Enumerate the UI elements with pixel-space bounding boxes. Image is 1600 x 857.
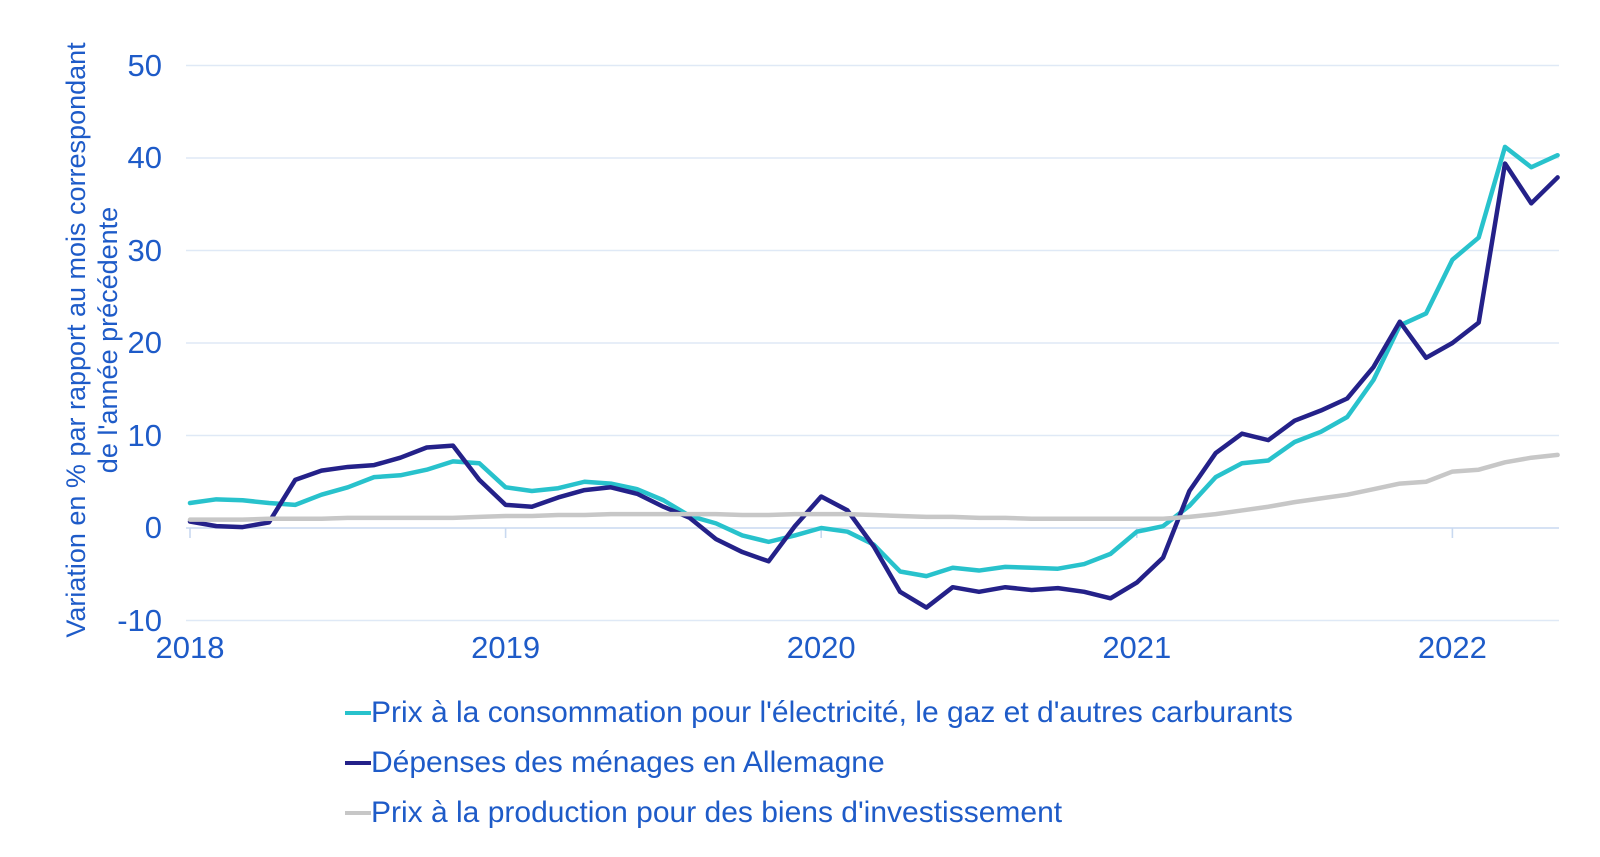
x-tick-label: 2018 <box>155 630 225 665</box>
legend-swatch-icon <box>345 761 371 765</box>
legend-swatch-icon <box>345 811 371 815</box>
y-tick-label: 0 <box>144 510 162 545</box>
x-tick-label: 2020 <box>786 630 856 665</box>
x-tick-label: 2021 <box>1102 630 1172 665</box>
legend-label: Prix à la production pour des biens d'in… <box>371 796 1063 829</box>
y-tick-label: -10 <box>117 602 162 638</box>
x-tick-label: 2022 <box>1417 630 1487 665</box>
y-tick-label: 10 <box>127 417 162 453</box>
legend: Prix à la consommation pour l'électricit… <box>345 688 1293 838</box>
legend-swatch-icon <box>345 711 371 715</box>
y-tick-label: 30 <box>127 232 162 268</box>
series-line-producer-prices <box>187 452 1560 522</box>
legend-item-household-expenditures: Dépenses des ménages en Allemagne <box>345 738 1293 788</box>
series-line-household-expenditures <box>187 161 1560 610</box>
legend-item-producer-prices: Prix à la production pour des biens d'in… <box>345 788 1293 838</box>
series-line-consumer-prices <box>187 144 1560 579</box>
y-tick-label: 40 <box>127 140 162 175</box>
legend-label: Dépenses des ménages en Allemagne <box>371 746 885 779</box>
legend-label: Prix à la consommation pour l'électricit… <box>371 696 1293 729</box>
x-tick-label: 2019 <box>471 630 541 665</box>
y-tick-label: 20 <box>127 325 162 360</box>
y-tick-label: 50 <box>127 47 162 83</box>
legend-item-consumer-prices: Prix à la consommation pour l'électricit… <box>345 688 1293 738</box>
